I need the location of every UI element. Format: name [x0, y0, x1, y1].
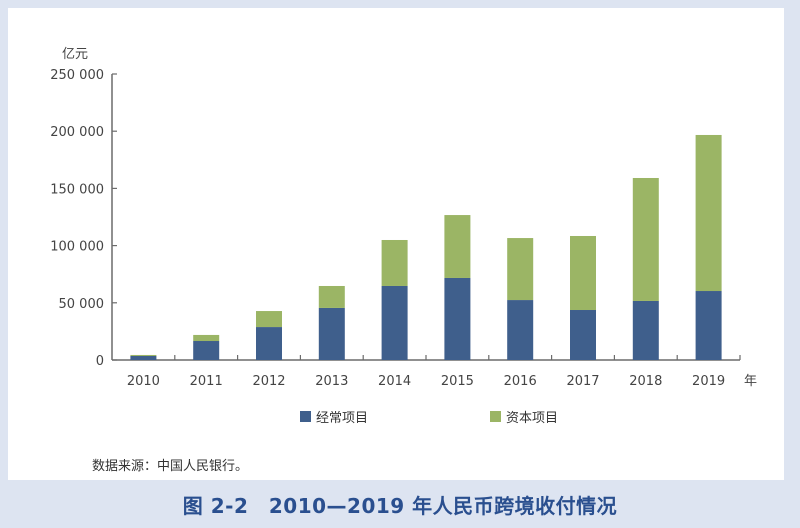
bar-capital-account [444, 215, 471, 278]
x-tick-label: 2010 [127, 374, 160, 389]
bars [130, 134, 722, 360]
data-source-note: 数据来源：中国人民银行。 [92, 459, 249, 474]
y-tick-label: 150 000 [50, 182, 104, 197]
legend-label: 经常项目 [316, 411, 368, 426]
bar-capital-account [193, 334, 220, 342]
x-axis: 2010 2011 2012 2013 2014 2015 2016 2017 2018 2019… [112, 355, 757, 389]
bar-capital-account [632, 177, 659, 301]
y-tick-label: 50 000 [59, 297, 105, 312]
y-axis-unit: 亿元 [62, 47, 88, 62]
x-tick-label: 2017 [566, 374, 599, 389]
legend-swatch [300, 411, 311, 422]
y-axis: 0 50 000 100 000 150 000 200 000 250 000 [50, 68, 117, 369]
bar-capital-account [381, 239, 408, 286]
bar-current-account [695, 291, 722, 360]
y-tick-label: 200 000 [50, 125, 104, 140]
x-axis-unit: 年 [744, 374, 757, 389]
y-tick-label: 100 000 [50, 240, 104, 255]
x-tick-label: 2019 [692, 374, 725, 389]
bar-current-account [570, 310, 596, 360]
x-tick-label: 2012 [252, 374, 285, 389]
legend: 经常项目 资本项目 [300, 411, 558, 426]
bar-capital-account [570, 235, 596, 311]
x-tick-label: 2015 [441, 374, 474, 389]
bar-current-account [130, 355, 157, 360]
bar-current-account [318, 307, 345, 360]
bar-current-account [632, 300, 659, 360]
bar-capital-account [256, 311, 282, 328]
x-tick-label: 2014 [378, 374, 411, 389]
x-tick-label: 2013 [315, 374, 348, 389]
x-tick-label: 2011 [190, 374, 223, 389]
y-tick-label: 0 [96, 354, 104, 369]
bar-current-account [381, 285, 408, 360]
bar-current-account [507, 300, 534, 360]
y-tick-label: 250 000 [50, 68, 104, 83]
bar-capital-account [507, 238, 534, 301]
x-tick-label: 2016 [504, 374, 537, 389]
bar-capital-account [695, 134, 722, 292]
figure-caption: 图 2-2 2010—2019 年人民币跨境收付情况 [182, 494, 618, 518]
x-tick-label: 2018 [629, 374, 662, 389]
bar-current-account [193, 341, 220, 360]
legend-swatch [490, 411, 501, 422]
bar-capital-account [318, 285, 345, 308]
legend-label: 资本项目 [506, 411, 558, 426]
bar-capital-account [130, 354, 157, 356]
bar-current-account [444, 277, 471, 360]
bar-current-account [256, 327, 282, 360]
